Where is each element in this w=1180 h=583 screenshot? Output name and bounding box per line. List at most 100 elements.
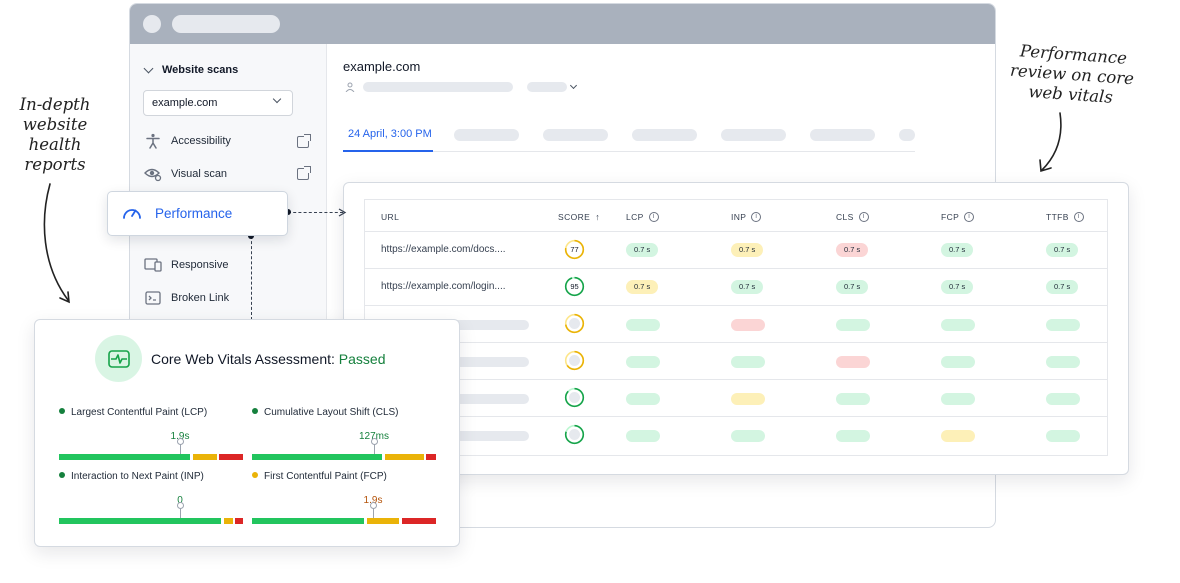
tab-active-scan[interactable]: 24 April, 3:00 PM	[343, 122, 433, 152]
metric-marker	[177, 502, 184, 520]
inp-badge: 0.7 s	[731, 280, 764, 294]
tab-placeholder[interactable]	[810, 129, 875, 141]
meta-placeholder	[527, 82, 567, 92]
header-url: URL	[381, 212, 400, 222]
metric-value: 0	[177, 495, 183, 506]
core-web-vitals-card: Core Web Vitals Assessment: Passed Large…	[34, 319, 460, 547]
info-icon[interactable]: i	[648, 212, 659, 222]
tab-placeholder[interactable]	[454, 129, 519, 141]
fcp-badge: 0.7 s	[941, 280, 974, 294]
metric-label: Interaction to Next Paint (INP)	[59, 471, 204, 482]
external-link-icon[interactable]	[297, 166, 311, 180]
header-fcp: FCP i	[941, 212, 975, 222]
connector-line	[251, 236, 252, 320]
cwv-title: Core Web Vitals Assessment: Passed	[151, 351, 386, 367]
chevron-down-icon	[143, 63, 154, 74]
cwv-status: Passed	[338, 351, 386, 367]
score-value: 77	[570, 245, 579, 254]
user-icon	[345, 82, 355, 92]
cls-badge	[836, 430, 870, 442]
fcp-badge	[941, 393, 975, 405]
window-control[interactable]	[143, 15, 161, 33]
sort-up-icon: ↑	[595, 212, 601, 222]
metric-value: 1.9s	[363, 495, 383, 506]
lcp-badge	[626, 319, 660, 331]
external-link-icon[interactable]	[297, 134, 311, 148]
connector-line	[288, 212, 343, 213]
info-icon[interactable]: i	[858, 212, 869, 222]
info-icon[interactable]: i	[964, 212, 975, 222]
metric-value: 127ms	[358, 431, 390, 442]
sidebar-item-visual-scan[interactable]: Visual scan	[144, 164, 227, 184]
ttfb-badge	[1046, 356, 1080, 368]
header-lcp: LCP i	[626, 212, 659, 222]
sidebar-item-label: Broken Link	[171, 292, 230, 304]
metric-bar	[59, 454, 243, 460]
lcp-badge	[626, 356, 660, 368]
sidebar-item-performance[interactable]: Performance	[107, 191, 288, 236]
score-ring	[564, 313, 585, 334]
info-icon[interactable]: i	[1073, 212, 1084, 222]
table-row-placeholder[interactable]	[365, 306, 1107, 343]
header-score[interactable]: SCORE ↑	[558, 212, 601, 222]
metric-bar	[252, 454, 436, 460]
lcp-badge: 0.7 s	[626, 243, 659, 257]
score-value: 95	[570, 282, 579, 291]
site-meta	[345, 81, 578, 92]
sidebar-section-title: Website scans	[162, 64, 239, 76]
tab-placeholder[interactable]	[899, 129, 915, 141]
header-ttfb: TTFB i	[1046, 212, 1084, 222]
header-cls: CLS i	[836, 212, 869, 222]
annotation-arrow-icon	[43, 183, 70, 304]
table-row-placeholder[interactable]	[365, 343, 1107, 380]
ttfb-badge: 0.7 s	[1046, 243, 1079, 257]
performance-table-card: URL SCORE ↑ LCP i INP i CLS i FCP i TTFB i htt…	[343, 182, 1129, 475]
score-ring: 77	[564, 239, 585, 260]
metric-label: Cumulative Layout Shift (CLS)	[252, 407, 399, 418]
table-row-placeholder[interactable]	[365, 417, 1107, 454]
cls-badge: 0.7 s	[836, 243, 869, 257]
table-row[interactable]: https://example.com/login.... 95 0.7 s 0…	[365, 269, 1107, 306]
sidebar-item-label: Performance	[155, 206, 233, 221]
info-icon[interactable]: i	[751, 212, 762, 222]
score-ring	[564, 387, 585, 408]
cls-badge: 0.7 s	[836, 280, 869, 294]
metric-label: Largest Contentful Paint (LCP)	[59, 407, 207, 418]
tab-placeholder[interactable]	[543, 129, 608, 141]
metric-label: First Contentful Paint (FCP)	[252, 471, 387, 482]
lcp-badge	[626, 430, 660, 442]
meta-placeholder	[363, 82, 513, 92]
metric-bar	[59, 518, 243, 524]
website-scans-toggle[interactable]: Website scans	[143, 63, 239, 76]
performance-table: URL SCORE ↑ LCP i INP i CLS i FCP i TTFB i htt…	[364, 199, 1108, 456]
inp-badge: 0.7 s	[731, 243, 764, 257]
lcp-badge	[626, 393, 660, 405]
sidebar-item-responsive[interactable]: Responsive	[144, 255, 228, 275]
score-ring: 95	[564, 276, 585, 297]
table-row[interactable]: https://example.com/docs.... 77 0.7 s 0.…	[365, 232, 1107, 269]
table-row-placeholder[interactable]	[365, 380, 1107, 417]
tab-placeholder[interactable]	[721, 129, 786, 141]
tab-placeholder[interactable]	[632, 129, 697, 141]
row-url[interactable]: https://example.com/docs....	[381, 244, 506, 255]
gauge-icon	[122, 204, 142, 223]
metric-marker	[177, 438, 184, 456]
chevron-down-icon	[272, 94, 282, 104]
inp-badge	[731, 319, 765, 331]
scan-tabs: 24 April, 3:00 PM	[343, 122, 915, 152]
table-header: URL SCORE ↑ LCP i INP i CLS i FCP i TTFB i	[365, 200, 1107, 232]
sidebar-item-accessibility[interactable]: Accessibility	[144, 131, 231, 151]
score-ring	[564, 350, 585, 371]
site-select[interactable]: example.com	[143, 90, 293, 116]
ttfb-badge: 0.7 s	[1046, 280, 1079, 294]
row-url[interactable]: https://example.com/login....	[381, 281, 506, 292]
fcp-badge	[941, 430, 975, 442]
inp-badge	[731, 356, 765, 368]
browser-titlebar	[130, 4, 995, 44]
chevron-down-icon[interactable]	[569, 81, 578, 90]
visual-scan-icon	[144, 165, 162, 183]
cls-badge	[836, 393, 870, 405]
annotation-left: In-depth website health reports	[19, 95, 91, 174]
address-bar-placeholder[interactable]	[172, 15, 280, 33]
sidebar-item-broken-link[interactable]: Broken Link	[144, 288, 229, 308]
